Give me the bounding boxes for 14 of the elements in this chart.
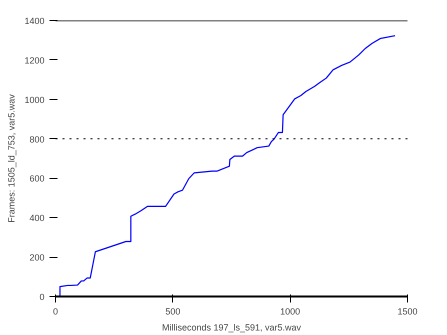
x-tick-label: 1000 bbox=[280, 306, 300, 316]
y-tick-label: 0 bbox=[39, 292, 45, 302]
x-tick-label: 0 bbox=[52, 306, 58, 316]
y-tick-label: 200 bbox=[29, 252, 45, 263]
x-axis-title: Milliseconds 197_ls_591, var5.wav bbox=[162, 322, 302, 332]
x-tick-label: 1500 bbox=[397, 306, 418, 316]
y-tick-label: 1400 bbox=[24, 16, 45, 26]
y-tick-label: 1200 bbox=[24, 55, 45, 66]
x-tick-label: 500 bbox=[165, 306, 180, 316]
y-tick-label: 400 bbox=[29, 213, 45, 224]
y-axis-title: Frames: 1505_ld_753, var5.wav bbox=[6, 94, 16, 223]
y-tick-label: 600 bbox=[29, 174, 45, 184]
y-tick-label: 1000 bbox=[24, 94, 45, 105]
y-tick-label: 800 bbox=[29, 134, 45, 144]
